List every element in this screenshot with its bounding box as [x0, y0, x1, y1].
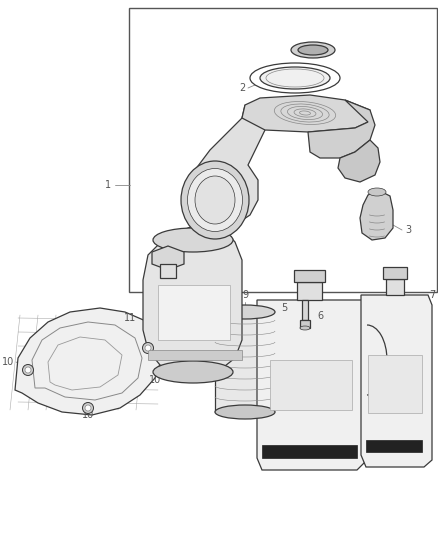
- Text: MOPAR: MOPAR: [384, 381, 406, 385]
- Text: 7: 7: [429, 290, 435, 300]
- Ellipse shape: [195, 176, 235, 224]
- Ellipse shape: [145, 345, 151, 351]
- Polygon shape: [143, 225, 242, 375]
- Ellipse shape: [215, 405, 275, 419]
- Text: 10: 10: [149, 375, 161, 385]
- Text: MOPAR: MOPAR: [296, 382, 324, 388]
- Polygon shape: [215, 312, 275, 412]
- Polygon shape: [185, 105, 265, 230]
- Ellipse shape: [260, 67, 330, 89]
- Polygon shape: [15, 308, 162, 415]
- Polygon shape: [383, 267, 407, 279]
- Ellipse shape: [300, 326, 310, 330]
- Ellipse shape: [291, 42, 335, 58]
- Text: 6: 6: [317, 311, 323, 321]
- Ellipse shape: [85, 405, 91, 411]
- Ellipse shape: [142, 343, 153, 353]
- Ellipse shape: [298, 45, 328, 55]
- Polygon shape: [270, 360, 352, 410]
- Polygon shape: [361, 295, 432, 467]
- Ellipse shape: [153, 361, 233, 383]
- Text: 1: 1: [105, 180, 111, 190]
- Polygon shape: [297, 282, 322, 300]
- Text: 5: 5: [281, 303, 287, 313]
- Polygon shape: [242, 95, 370, 132]
- Ellipse shape: [215, 305, 275, 319]
- Polygon shape: [257, 300, 367, 470]
- Polygon shape: [360, 190, 393, 240]
- Ellipse shape: [187, 168, 243, 231]
- Ellipse shape: [181, 161, 249, 239]
- Polygon shape: [366, 440, 422, 452]
- Text: 9: 9: [242, 290, 248, 300]
- Text: 10: 10: [82, 410, 94, 420]
- Polygon shape: [368, 355, 422, 413]
- Ellipse shape: [82, 402, 93, 414]
- Text: 3: 3: [405, 225, 411, 235]
- Bar: [129, 8, 437, 292]
- Polygon shape: [302, 300, 308, 320]
- Text: 10: 10: [2, 357, 14, 367]
- Text: 2: 2: [239, 83, 245, 93]
- Polygon shape: [294, 270, 325, 282]
- Ellipse shape: [22, 365, 33, 376]
- Polygon shape: [148, 350, 242, 360]
- Ellipse shape: [25, 367, 31, 373]
- Polygon shape: [300, 320, 310, 328]
- Polygon shape: [160, 264, 176, 278]
- Polygon shape: [158, 285, 230, 340]
- Text: 11: 11: [124, 313, 136, 323]
- Text: 4: 4: [153, 263, 159, 273]
- Polygon shape: [308, 100, 375, 158]
- Text: 8: 8: [309, 287, 315, 297]
- Ellipse shape: [250, 63, 340, 93]
- Polygon shape: [262, 445, 357, 458]
- Polygon shape: [386, 279, 404, 295]
- Polygon shape: [152, 246, 184, 270]
- Polygon shape: [338, 140, 380, 182]
- Ellipse shape: [153, 228, 233, 252]
- Ellipse shape: [368, 188, 386, 196]
